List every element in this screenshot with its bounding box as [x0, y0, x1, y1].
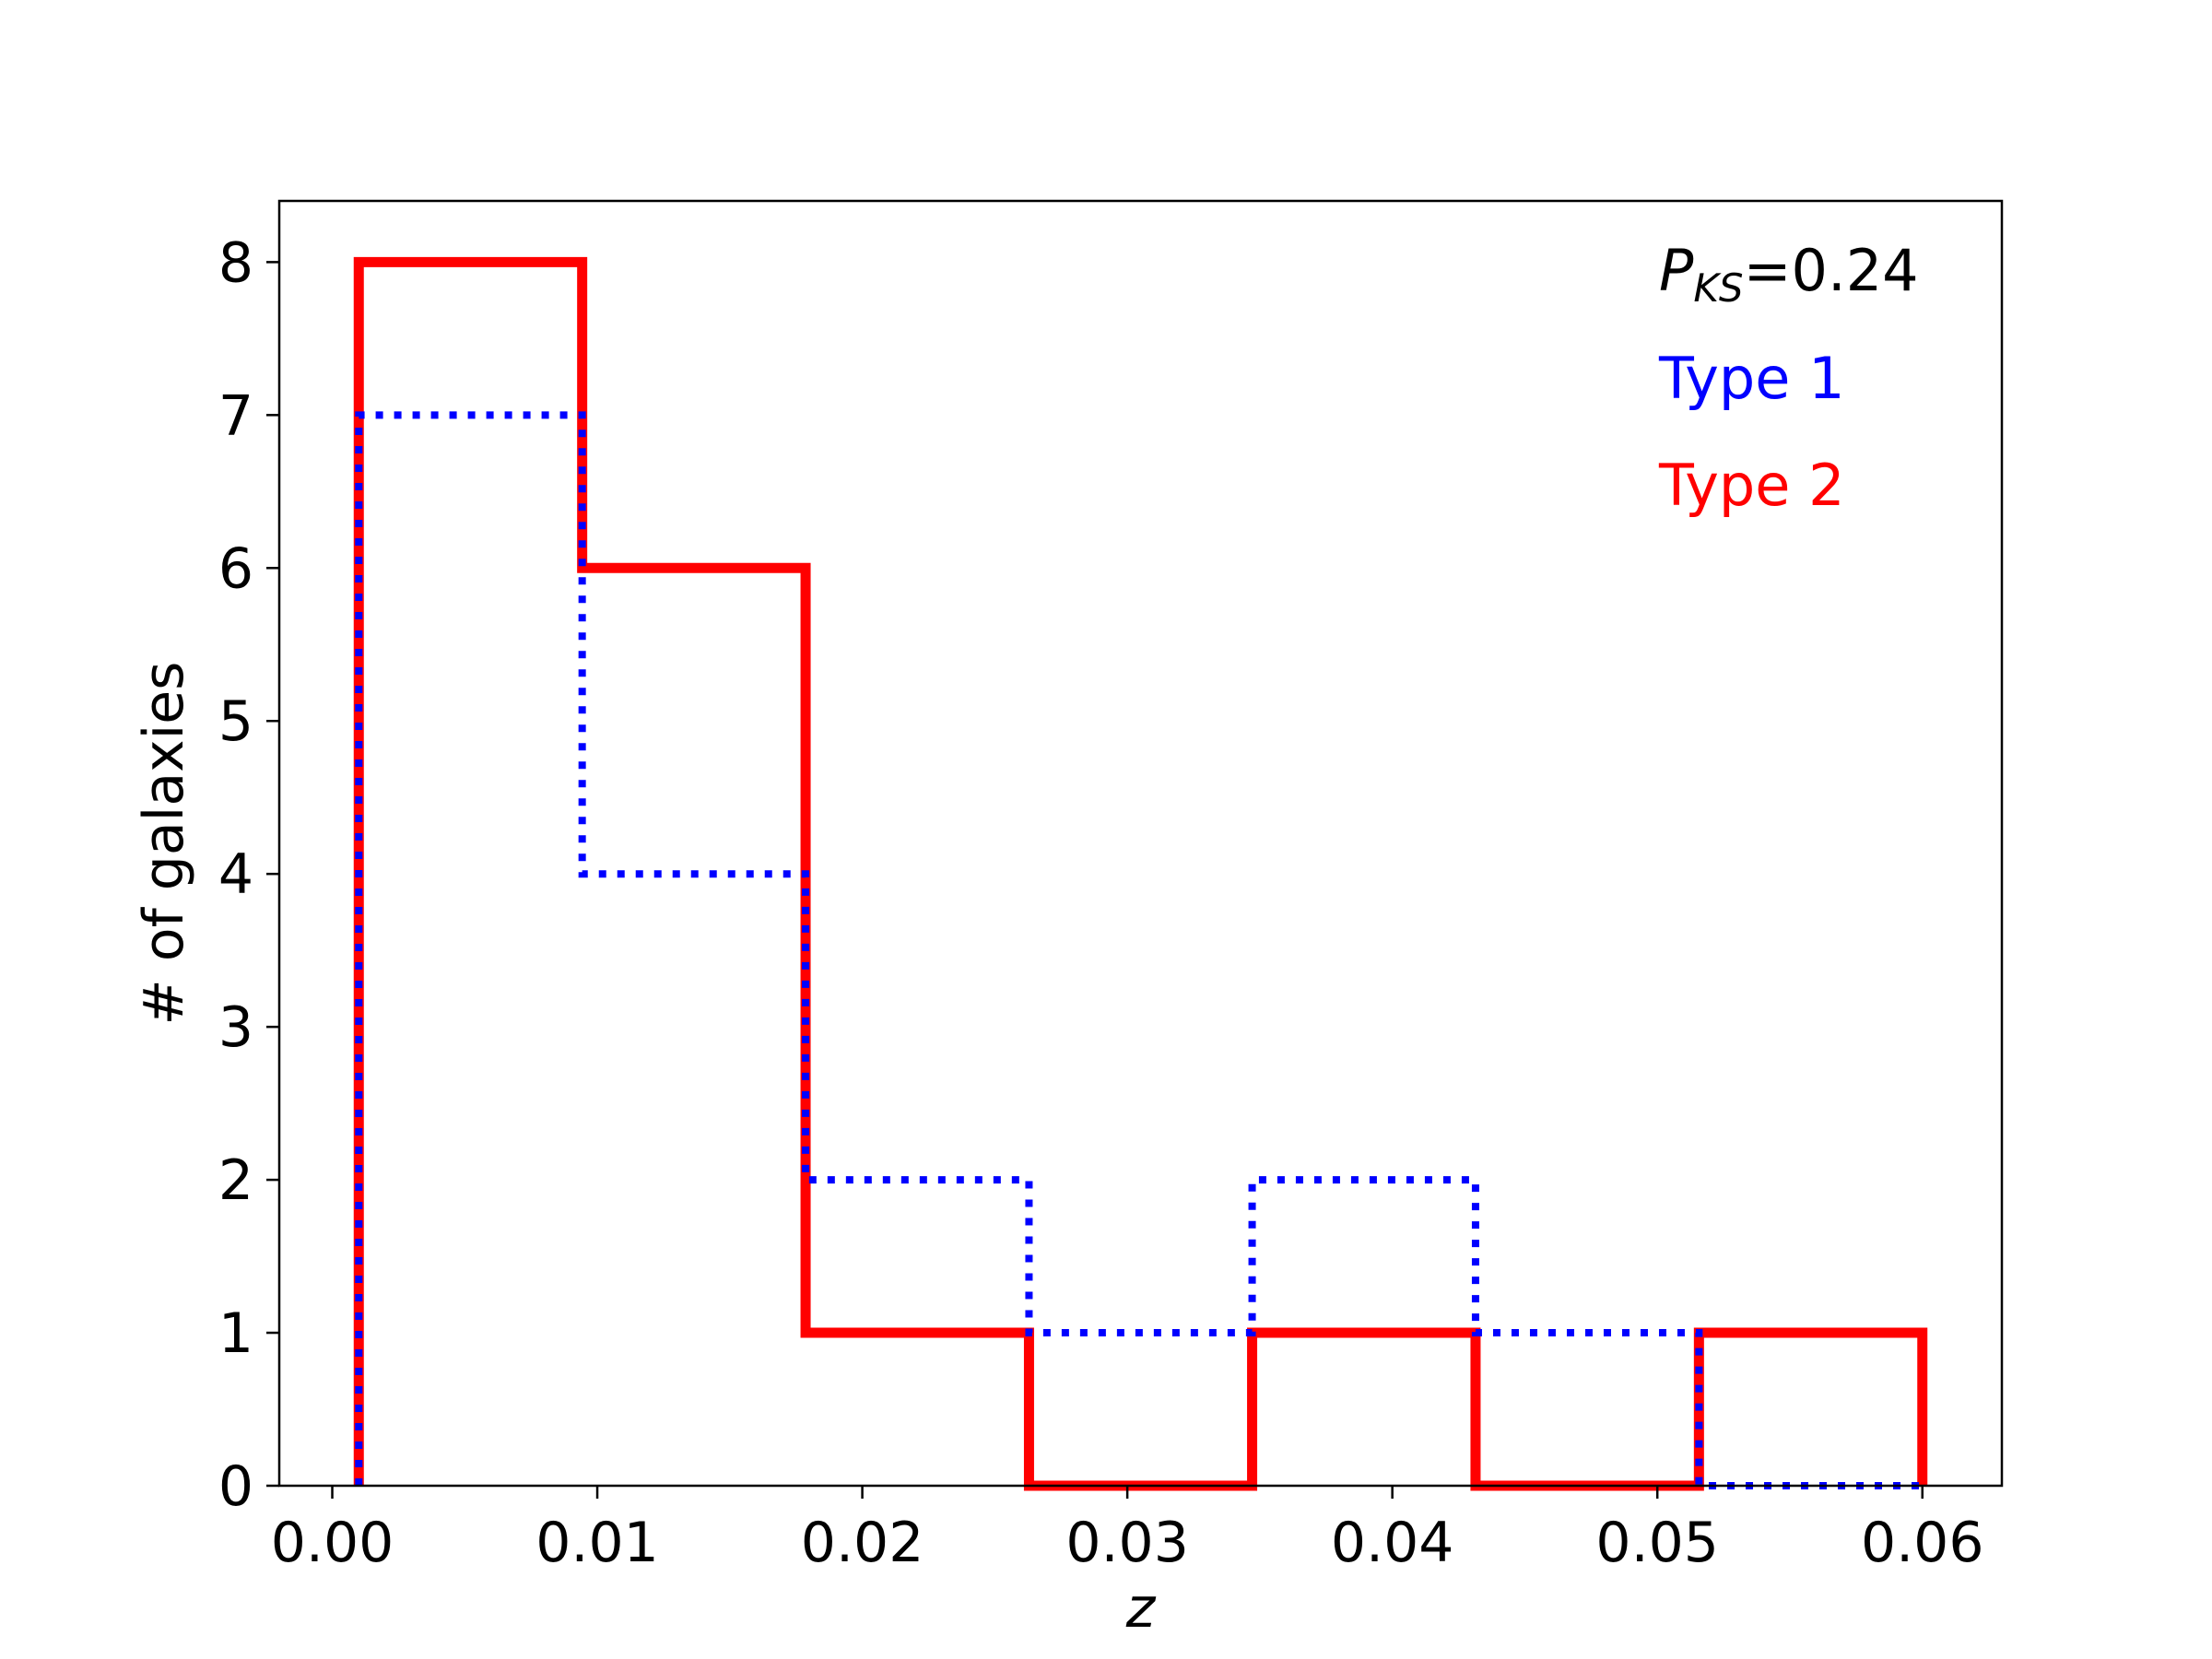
x-tick-label: 0.03 — [1065, 1511, 1189, 1575]
series-type-1 — [355, 411, 1923, 1489]
x-axis-ticks: 0.00 0.01 0.02 0.03 0.04 0.05 0.06 — [271, 1486, 1984, 1575]
plot-frame — [277, 199, 2004, 1488]
type2-annotation: Type 2 — [1658, 452, 1845, 519]
type1-annotation: Type 1 — [1658, 345, 1845, 412]
series-layer — [353, 256, 1928, 1491]
y-axis-label: # of galaxies — [132, 662, 196, 1026]
x-tick-label: 0.06 — [1861, 1511, 1984, 1575]
pks-subscript: KS — [1693, 265, 1743, 311]
y-tick-label: 2 — [218, 1148, 253, 1213]
pks-value: =0.24 — [1744, 237, 1919, 304]
y-tick-label: 7 — [218, 383, 253, 448]
y-axis-ticks: 0 1 2 3 4 5 6 7 8 — [218, 230, 279, 1519]
y-tick-label: 0 — [218, 1454, 253, 1519]
x-tick-label: 0.00 — [271, 1511, 394, 1575]
pks-symbol: P — [1659, 237, 1694, 304]
series-type-2 — [353, 256, 1928, 1491]
x-tick-label: 0.05 — [1595, 1511, 1719, 1575]
x-tick-label: 0.02 — [801, 1511, 924, 1575]
x-axis-label: z — [1125, 1576, 1157, 1641]
y-tick-label: 5 — [218, 689, 253, 754]
y-tick-label: 4 — [218, 842, 253, 907]
y-tick-label: 3 — [218, 995, 253, 1060]
y-tick-label: 1 — [218, 1301, 253, 1366]
y-tick-label: 6 — [218, 536, 253, 601]
x-tick-label: 0.01 — [535, 1511, 659, 1575]
pks-annotation: PKS=0.24 — [1659, 237, 1919, 311]
x-tick-label: 0.04 — [1331, 1511, 1454, 1575]
y-tick-label: 8 — [218, 230, 253, 295]
